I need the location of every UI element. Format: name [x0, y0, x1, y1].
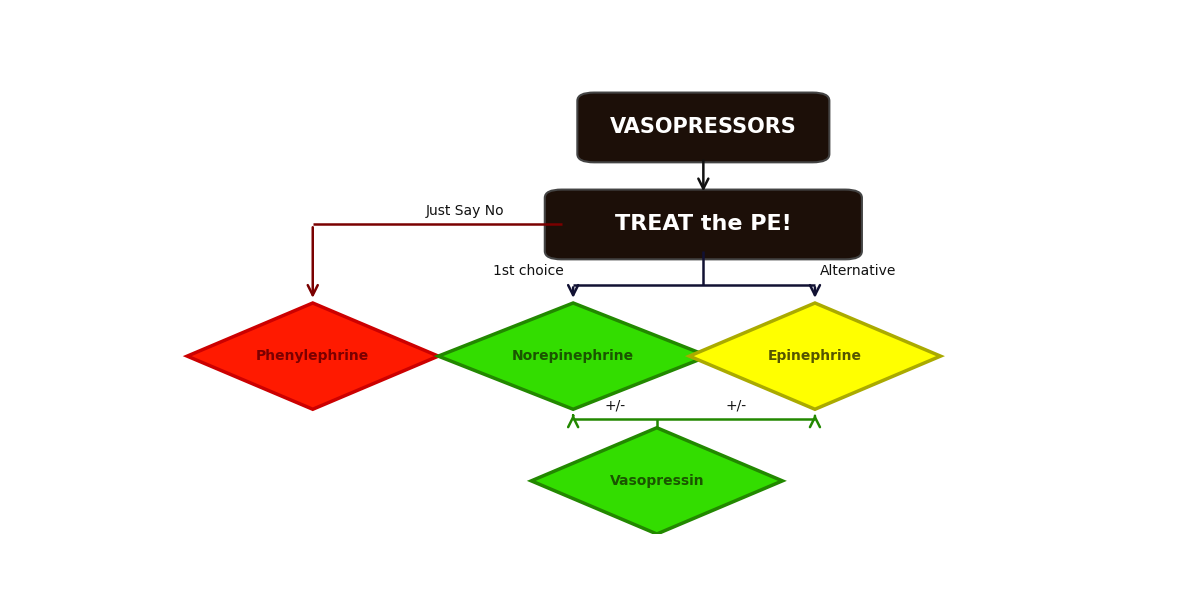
Text: +/-: +/-: [725, 399, 746, 413]
Text: TREAT the PE!: TREAT the PE!: [614, 214, 792, 235]
Text: 1st choice: 1st choice: [493, 263, 564, 278]
Polygon shape: [187, 303, 438, 409]
Text: Alternative: Alternative: [820, 263, 896, 278]
FancyBboxPatch shape: [545, 190, 862, 259]
Text: VASOPRESSORS: VASOPRESSORS: [610, 118, 797, 137]
Polygon shape: [438, 303, 708, 409]
Polygon shape: [532, 428, 782, 534]
Text: Vasopressin: Vasopressin: [610, 474, 704, 488]
FancyBboxPatch shape: [577, 92, 829, 163]
Text: Phenylephrine: Phenylephrine: [256, 349, 370, 363]
Text: Just Say No: Just Say No: [426, 203, 504, 218]
Text: Epinephrine: Epinephrine: [768, 349, 862, 363]
Text: +/-: +/-: [605, 399, 625, 413]
Polygon shape: [689, 303, 941, 409]
Text: Norepinephrine: Norepinephrine: [512, 349, 635, 363]
